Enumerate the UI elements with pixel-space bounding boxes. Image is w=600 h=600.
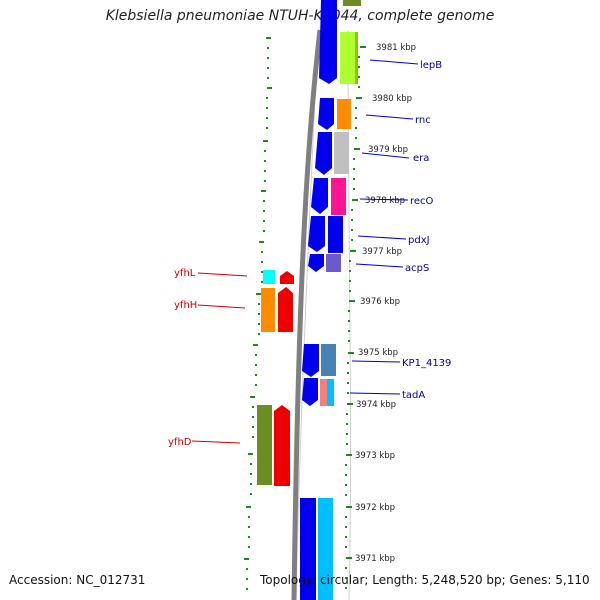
leader-line-acps [355, 263, 404, 268]
feature-block-rnc[interactable] [337, 99, 351, 129]
accession-label: Accession: NC_012731 [9, 573, 146, 587]
feature-block-acps[interactable] [326, 254, 341, 272]
gene-block-acps[interactable] [308, 254, 324, 272]
genome-backbone [291, 29, 323, 600]
gene-block-yfhl[interactable] [280, 271, 294, 284]
gene-label-reco[interactable]: recO [410, 196, 434, 207]
feature-block-lepb-edge[interactable] [355, 32, 358, 84]
leader-line-rnc [365, 114, 414, 120]
feature-block-lepb[interactable] [340, 32, 358, 84]
feature-block-yfhd[interactable] [257, 405, 272, 485]
tick-label-3979: 3979 kbp [368, 145, 408, 155]
gene-block-kp1-4139[interactable] [302, 344, 319, 377]
track-boundary-inner [295, 29, 319, 600]
kbp-tick-labels: 3981 kbp 3980 kbp 3979 kbp 3978 kbp 3977… [355, 43, 416, 564]
gene-label-era[interactable]: era [413, 153, 429, 164]
leader-line-reco [359, 198, 409, 201]
map-title: Klebsiella pneumoniae NTUH-K2044, comple… [105, 8, 495, 24]
tick-label-3980: 3980 kbp [372, 94, 412, 104]
tick-label-3981: 3981 kbp [376, 43, 416, 53]
leader-line-kp1-4139 [351, 360, 401, 363]
gene-block-era[interactable] [315, 132, 332, 175]
tick-label-3978: 3978 kbp [365, 196, 405, 206]
feature-block-tada-pink[interactable] [320, 379, 327, 406]
gene-label-kp1-4139[interactable]: KP1_4139 [402, 358, 451, 369]
gene-block-yfhd[interactable] [274, 405, 290, 486]
minor-tick-marks-left [244, 37, 272, 590]
feature-block-reco[interactable] [331, 178, 346, 215]
gene-label-tada[interactable]: tadA [402, 390, 425, 401]
leader-line-yfhh [197, 304, 246, 309]
feature-block-top-olive[interactable] [343, 0, 361, 6]
reverse-label-leaders [191, 272, 248, 444]
tick-label-3974: 3974 kbp [356, 400, 396, 410]
forward-gene-blocks [300, 0, 337, 600]
gene-block-reco[interactable] [311, 178, 328, 214]
gene-label-pdxj[interactable]: pdxJ [408, 235, 430, 246]
gene-block-rnc[interactable] [318, 98, 334, 130]
tick-label-3972: 3972 kbp [355, 503, 395, 513]
feature-block-pdxj[interactable] [328, 216, 343, 253]
feature-block-yfhh[interactable] [261, 288, 275, 332]
leader-line-tada [349, 392, 401, 395]
gene-block-tada[interactable] [302, 378, 318, 406]
reverse-gene-blocks [257, 270, 294, 486]
gene-label-yfhd[interactable]: yfhD [168, 437, 192, 448]
gene-label-acps[interactable]: acpS [405, 263, 429, 274]
leader-line-lepb [369, 59, 419, 65]
feature-block-kp1-4139[interactable] [321, 344, 336, 376]
leader-line-pdxj [357, 235, 407, 240]
leader-line-era [361, 152, 410, 159]
leader-line-yfhd [191, 440, 241, 444]
tick-label-3975: 3975 kbp [358, 348, 398, 358]
feature-blocks [318, 0, 361, 600]
gene-block-pdxj[interactable] [308, 216, 325, 252]
gene-block-lepb[interactable] [319, 0, 337, 84]
feature-block-era[interactable] [334, 132, 349, 174]
gene-block-yfhh[interactable] [278, 287, 293, 332]
gene-label-lepb[interactable]: lepB [420, 60, 442, 71]
gene-label-yfhl[interactable]: yfhL [174, 268, 196, 279]
gene-label-rnc[interactable]: rnc [415, 115, 431, 126]
tick-label-3977: 3977 kbp [362, 247, 402, 257]
tick-label-3976: 3976 kbp [360, 297, 400, 307]
reverse-gene-labels: yfhL yfhH yfhD [168, 268, 197, 448]
forward-gene-labels: lepB rnc era recO pdxJ acpS KP1_4139 tad… [402, 60, 451, 401]
forward-label-leaders [349, 59, 419, 395]
tick-label-3971: 3971 kbp [355, 554, 395, 564]
leader-line-yfhl [197, 272, 248, 277]
feature-block-tada-cyan[interactable] [327, 379, 334, 406]
gene-label-yfhh[interactable]: yfhH [174, 300, 197, 311]
gene-block-lower-blue[interactable] [300, 498, 316, 600]
tick-label-3973: 3973 kbp [355, 451, 395, 461]
feature-block-lower-cyan[interactable] [318, 498, 333, 600]
feature-block-yfhl[interactable] [263, 270, 275, 284]
genome-summary: Topology: circular; Length: 5,248,520 bp… [260, 573, 590, 587]
minor-tick-marks-right [345, 46, 366, 589]
